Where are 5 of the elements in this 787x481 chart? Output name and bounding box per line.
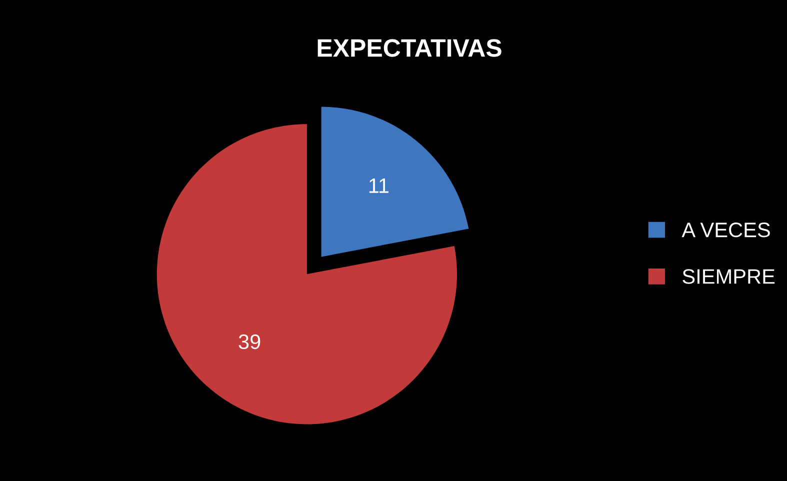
legend-label: SIEMPRE [682,269,775,284]
legend-label: A VECES [682,222,770,238]
data-label: 11 [369,178,388,193]
data-label: 39 [238,334,260,350]
chart-title: EXPECTATIVAS [318,39,502,57]
